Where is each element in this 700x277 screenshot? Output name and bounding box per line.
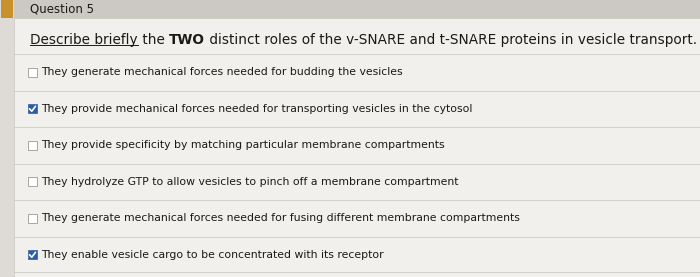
Bar <box>1 0 13 18</box>
Text: They hydrolyze GTP to allow vesicles to pinch off a membrane compartment: They hydrolyze GTP to allow vesicles to … <box>41 177 459 187</box>
Text: TWO: TWO <box>169 33 204 47</box>
Bar <box>28 250 37 259</box>
Bar <box>28 214 37 223</box>
Bar <box>0 0 8 277</box>
Bar <box>14 0 700 18</box>
Text: They generate mechanical forces needed for budding the vesicles: They generate mechanical forces needed f… <box>41 67 402 77</box>
Text: They enable vesicle cargo to be concentrated with its receptor: They enable vesicle cargo to be concentr… <box>41 250 384 260</box>
Bar <box>28 141 37 150</box>
Bar <box>28 104 37 113</box>
Text: They provide specificity by matching particular membrane compartments: They provide specificity by matching par… <box>41 140 445 150</box>
Text: They generate mechanical forces needed for fusing different membrane compartment: They generate mechanical forces needed f… <box>41 213 520 223</box>
Text: Describe briefly: Describe briefly <box>30 33 138 47</box>
Text: Question 5: Question 5 <box>30 2 94 16</box>
Text: the: the <box>138 33 169 47</box>
Bar <box>28 68 37 77</box>
Text: They provide mechanical forces needed for transporting vesicles in the cytosol: They provide mechanical forces needed fo… <box>41 104 473 114</box>
Bar <box>28 177 37 186</box>
Text: distinct roles of the v-SNARE and t-SNARE proteins in vesicle transport.: distinct roles of the v-SNARE and t-SNAR… <box>204 33 697 47</box>
